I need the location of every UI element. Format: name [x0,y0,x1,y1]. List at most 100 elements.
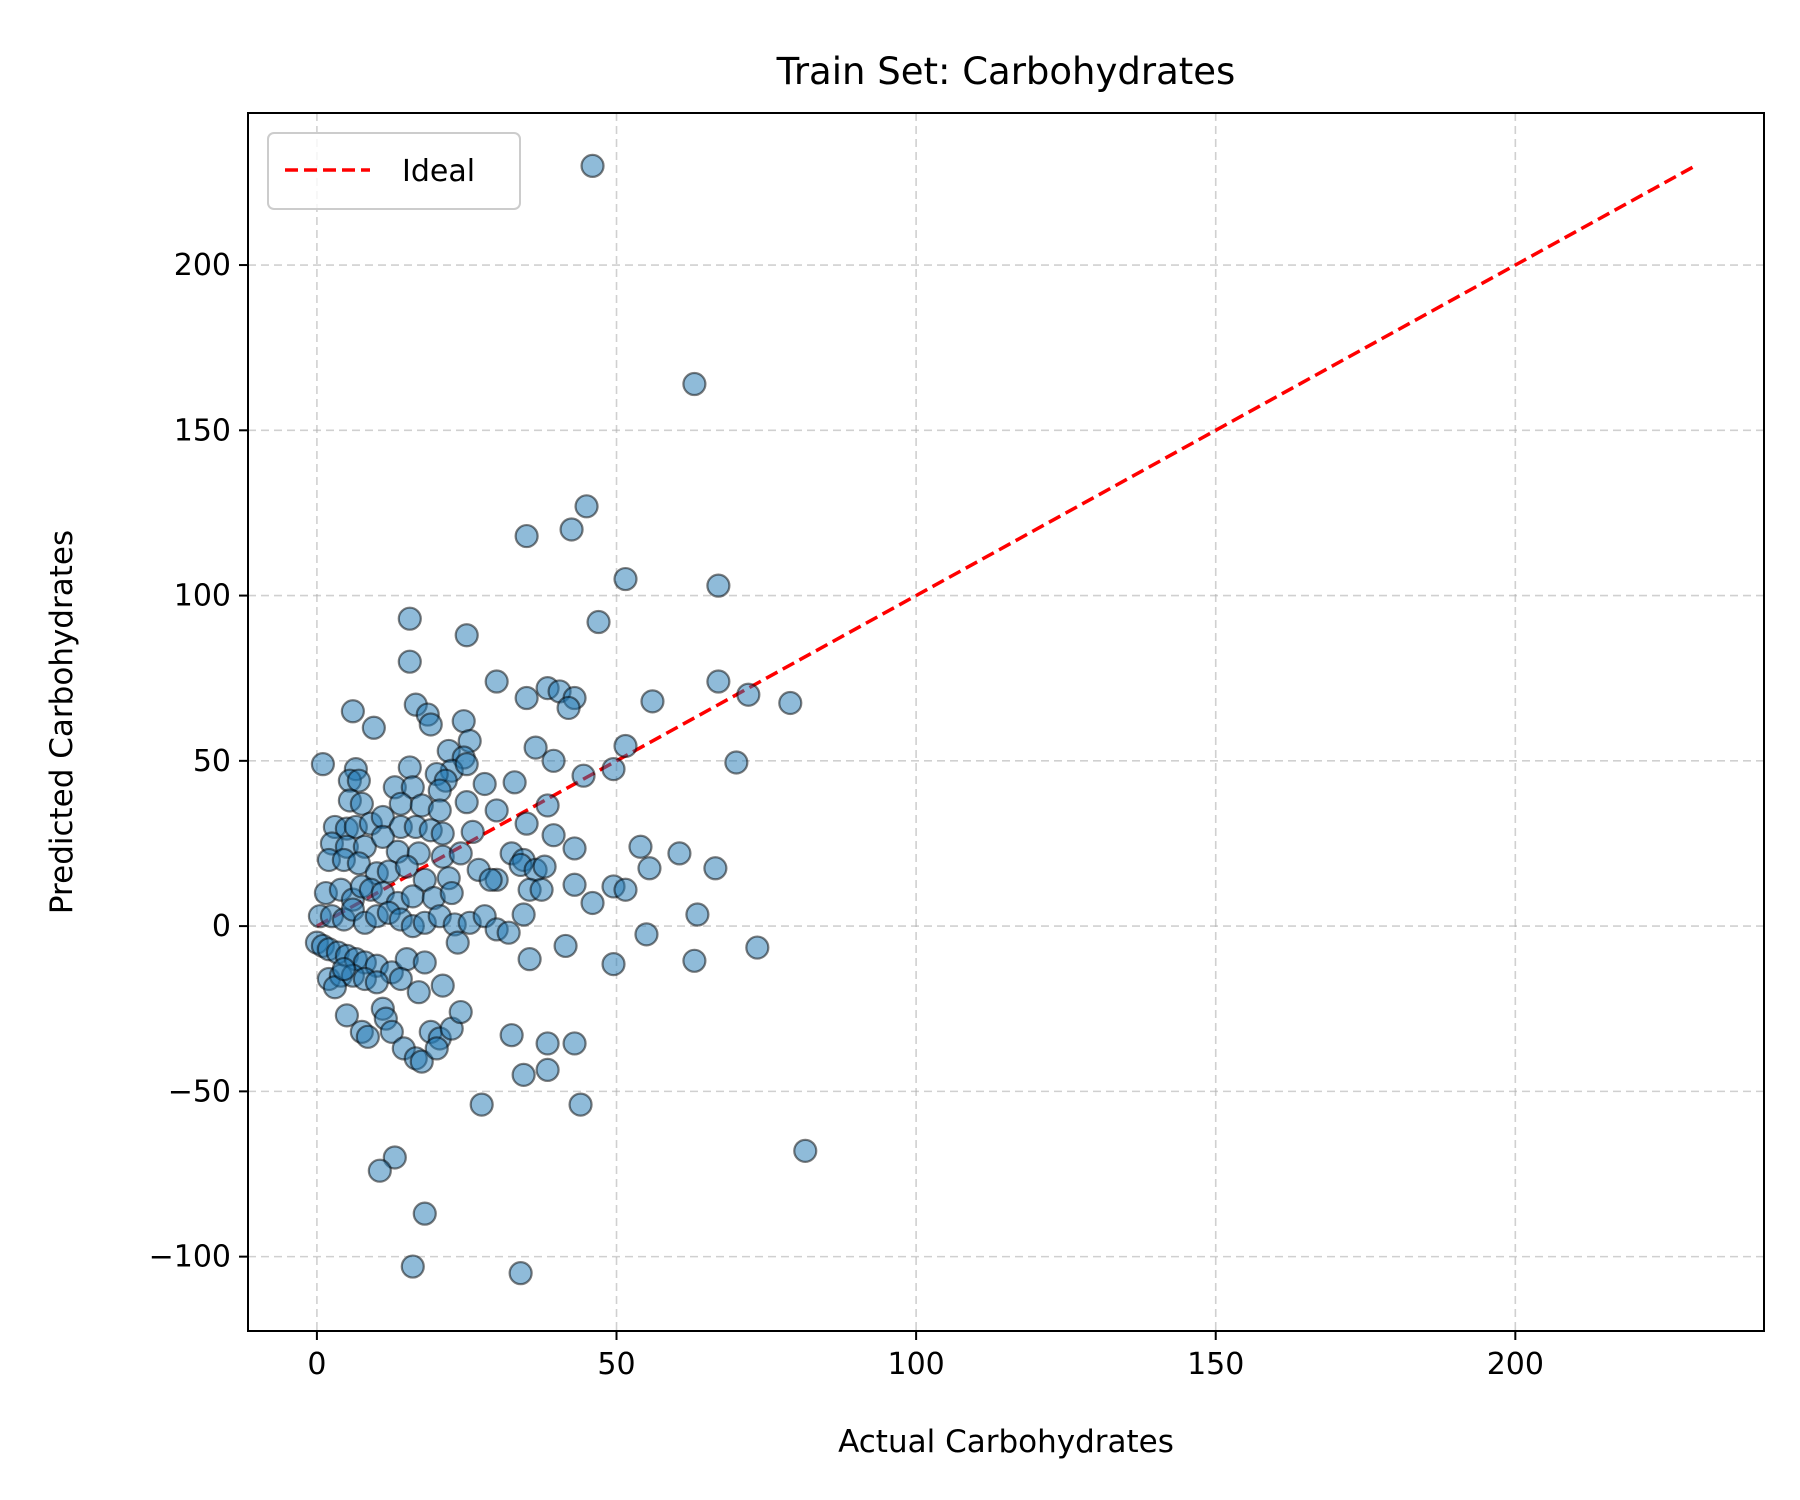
data-point [469,1092,494,1117]
data-point [412,1201,437,1226]
data-point [508,1261,533,1286]
data-point [364,970,389,995]
data-point [424,1036,449,1061]
data-point [586,609,611,635]
data-point [331,956,356,982]
data-point [451,709,476,734]
x-tick-label: 200 [1487,1347,1544,1382]
ideal-line-layer [316,164,1696,928]
data-point [682,371,707,397]
data-point [418,712,443,737]
data-point [409,1049,434,1074]
data-point [562,836,587,861]
x-axis-title: Actual Carbohydrates [838,1424,1174,1460]
data-point [535,793,560,818]
data-point [430,973,455,998]
data-point [514,523,539,549]
data-point [571,763,596,788]
data-point [310,752,336,777]
data-point [562,1031,587,1056]
y-tick-label: 0 [212,909,231,944]
y-tick-label: 100 [174,579,231,614]
data-point [370,824,395,849]
data-point [388,966,413,992]
data-point [346,768,371,793]
data-point [349,791,374,816]
data-point [601,757,626,782]
legend-label-ideal: Ideal [402,154,475,189]
data-point [460,819,485,845]
data-point [397,649,422,674]
data-point [568,1092,593,1117]
legend-frame [267,132,521,210]
data-point [502,770,527,795]
data-point [400,884,425,909]
x-tick-label: 0 [307,1347,326,1382]
data-point [736,682,761,707]
data-point [406,980,431,1005]
data-point [484,798,509,823]
data-point [541,748,566,773]
data-point [511,1062,536,1087]
x-tick-label: 100 [887,1347,944,1382]
y-tick-label: −50 [168,1074,231,1109]
data-point [706,573,731,598]
data-point [439,880,464,906]
data-point [613,566,638,592]
data-point [340,699,365,724]
data-point [613,733,638,759]
y-tick-label: 200 [174,248,231,283]
data-point [412,950,437,975]
data-point [454,623,479,648]
data-point [532,854,557,879]
x-tick-label: 150 [1187,1347,1244,1382]
data-point [706,669,731,694]
data-point [685,902,710,927]
data-point [379,1019,404,1044]
data-point [448,999,473,1025]
data-point [517,947,542,972]
data-point [454,790,479,815]
data-point [355,1024,380,1049]
data-point [703,856,728,881]
data-point [778,690,803,716]
data-point [382,1145,407,1170]
data-point [361,715,386,740]
data-point [367,1158,392,1183]
data-point [556,695,581,721]
data-points [304,153,818,1286]
y-tick-label: 150 [174,413,231,448]
data-point [448,841,473,866]
data-point [628,834,653,859]
data-point [511,902,536,927]
data-point [427,778,452,803]
data-point [541,823,566,848]
data-point [559,517,584,542]
data-point [637,856,662,881]
legend: Ideal [267,132,521,210]
data-point [514,685,539,711]
data-point [535,1031,560,1056]
data-point [667,841,692,866]
x-tick-label: 50 [597,1347,635,1382]
data-point [496,920,521,945]
data-point [682,948,707,973]
data-point [397,755,422,780]
chart-title: Train Set: Carbohydrates [776,50,1236,93]
data-point [724,750,749,775]
y-tick-label: 50 [193,744,231,779]
data-point [397,606,422,631]
ideal-line [316,164,1696,928]
data-point [427,798,452,823]
data-point [745,935,770,960]
data-point [562,872,587,897]
y-tick-label: −100 [149,1240,231,1275]
plot-area-frame [247,112,1765,1332]
data-point [574,494,599,519]
data-point [514,811,539,836]
data-point [613,877,638,902]
data-point [580,890,605,916]
